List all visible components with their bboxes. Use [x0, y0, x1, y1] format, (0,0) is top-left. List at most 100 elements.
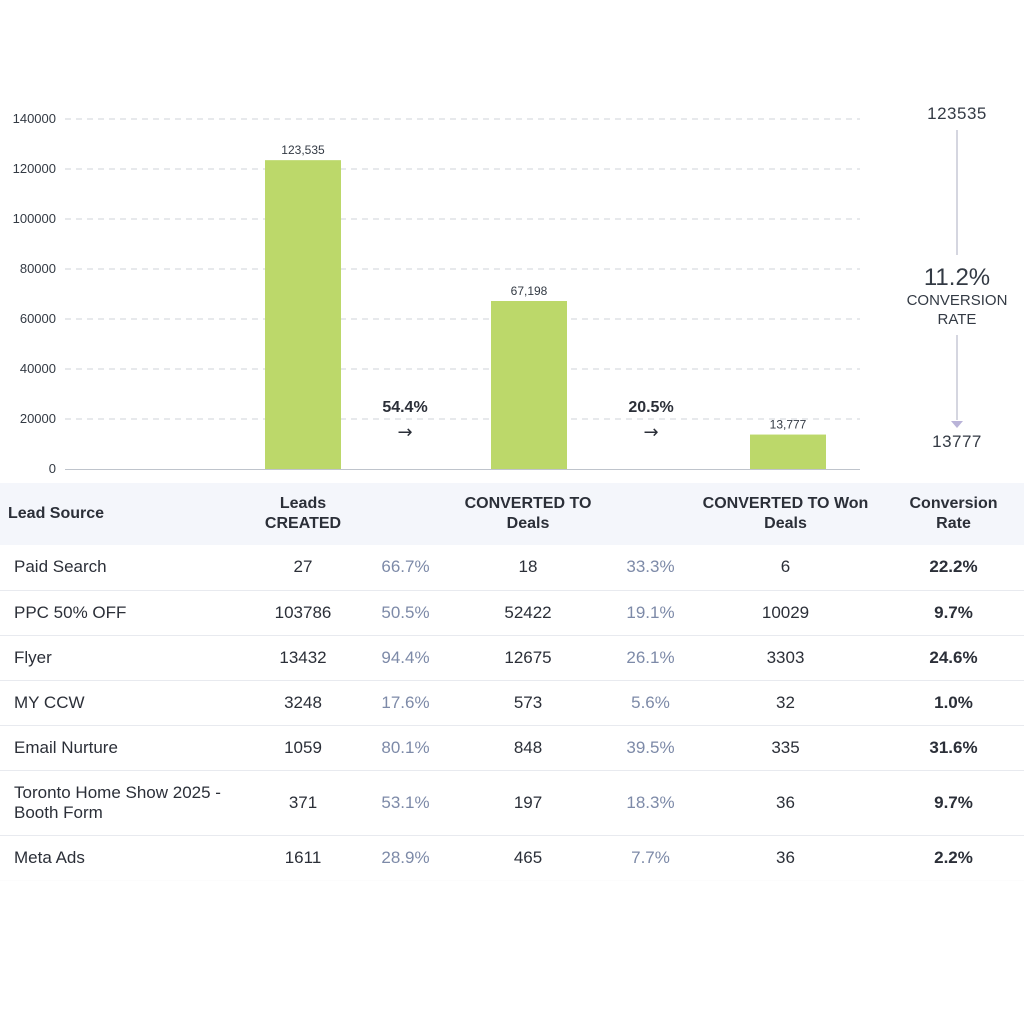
- summary-caption-line2: RATE: [938, 311, 977, 328]
- cell-lead-source[interactable]: Email Nurture: [14, 737, 118, 757]
- cell-lead-source[interactable]: Flyer: [14, 647, 52, 667]
- cell-deals[interactable]: 848: [513, 737, 543, 757]
- cell-lead-to-deal-percent: 28.9%: [381, 847, 430, 867]
- y-tick-label: 100000: [13, 211, 56, 226]
- bar-value-labels: 123,535 67,198 13,777: [281, 143, 806, 431]
- cell-lead-to-deal-percent: 80.1%: [381, 737, 430, 757]
- table-row[interactable]: Flyer 13432 94.4% 12675 26.1% 3303 24.6%: [0, 635, 1024, 680]
- grid-lines: [65, 118, 860, 420]
- header-spacer: [613, 483, 688, 545]
- table-row[interactable]: Meta Ads 1611 28.9% 465 7.7% 36 2.2%: [0, 835, 1024, 880]
- y-tick-label: 60000: [20, 311, 56, 326]
- cell-deals[interactable]: 52422: [504, 602, 552, 622]
- cell-lead-source[interactable]: Meta Ads: [14, 847, 85, 867]
- down-arrow-icon: [951, 421, 963, 428]
- y-tick-label: 40000: [20, 361, 56, 376]
- cell-won-deals[interactable]: 32: [776, 692, 795, 712]
- bar-value-label: 67,198: [511, 284, 548, 298]
- table-row[interactable]: Toronto Home Show 2025 - Booth Form 371 …: [0, 770, 1024, 835]
- cell-lead-to-deal-percent: 50.5%: [381, 602, 430, 622]
- right-arrow-icon: →: [643, 422, 658, 443]
- bar-value-label: 123,535: [281, 143, 325, 157]
- y-tick-label: 0: [49, 461, 56, 476]
- table-fade-overlay: [0, 880, 1024, 900]
- header-leads-created[interactable]: Leads CREATED: [238, 483, 368, 545]
- header-text-line: CONVERTED TO: [464, 495, 592, 512]
- cell-leads-created[interactable]: 1059: [284, 737, 322, 757]
- overall-conversion-summary: 123535 11.2% CONVERSION RATE 13777: [907, 104, 1008, 451]
- bar-2[interactable]: [491, 301, 567, 469]
- summary-start-value: 123535: [927, 104, 987, 123]
- bar-value-label: 13,777: [770, 418, 807, 432]
- y-tick-label: 120000: [13, 161, 56, 176]
- cell-won-deals[interactable]: 36: [776, 792, 795, 812]
- header-text-line: Conversion: [909, 495, 998, 512]
- table-row[interactable]: Paid Search 27 66.7% 18 33.3% 6 22.2%: [0, 545, 1024, 590]
- cell-lead-to-deal-percent: 53.1%: [381, 792, 430, 812]
- cell-lead-source[interactable]: Toronto Home Show 2025 - Booth Form: [14, 782, 221, 822]
- cell-deals[interactable]: 573: [513, 692, 543, 712]
- summary-end-value: 13777: [932, 432, 982, 451]
- cell-conversion-rate: 22.2%: [929, 557, 978, 577]
- y-axis-tick-labels: 0 20000 40000 60000 80000 100000 120000 140000: [13, 111, 56, 476]
- header-text-line: Deals: [764, 515, 807, 532]
- header-conversion-rate[interactable]: Conversion Rate: [883, 483, 1024, 545]
- cell-deal-to-won-percent: 19.1%: [626, 602, 675, 622]
- step-conversion-2: 20.5% →: [628, 399, 673, 443]
- cell-deal-to-won-percent: 5.6%: [631, 692, 670, 712]
- bars: [265, 160, 826, 469]
- step-percent-2: 20.5%: [628, 399, 673, 416]
- cell-leads-created[interactable]: 27: [293, 557, 313, 577]
- y-tick-label: 140000: [13, 111, 56, 126]
- header-converted-to-won-deals[interactable]: CONVERTED TO Won Deals: [688, 483, 883, 545]
- cell-deals[interactable]: 18: [518, 557, 538, 577]
- cell-won-deals[interactable]: 36: [776, 847, 795, 867]
- cell-deals[interactable]: 197: [513, 792, 543, 812]
- header-text-line: CONVERTED TO Won: [702, 495, 869, 512]
- cell-deal-to-won-percent: 33.3%: [626, 557, 675, 577]
- table-header-row: Lead Source Leads CREATED CONVERTED TO D…: [0, 483, 1024, 545]
- header-spacer: [368, 483, 443, 545]
- cell-deal-to-won-percent: 39.5%: [626, 737, 675, 757]
- cell-lead-source[interactable]: MY CCW: [14, 692, 85, 712]
- cell-leads-created[interactable]: 371: [288, 792, 318, 812]
- cell-lead-source[interactable]: PPC 50% OFF: [14, 602, 127, 622]
- bar-1[interactable]: [265, 160, 341, 469]
- cell-won-deals[interactable]: 6: [780, 557, 791, 577]
- step-percent-1: 54.4%: [382, 399, 427, 416]
- cell-conversion-rate: 24.6%: [929, 647, 978, 667]
- cell-leads-created[interactable]: 103786: [274, 602, 332, 622]
- table-row[interactable]: MY CCW 3248 17.6% 573 5.6% 32 1.0%: [0, 680, 1024, 725]
- header-lead-source[interactable]: Lead Source: [8, 505, 105, 522]
- table-row[interactable]: Email Nurture 1059 80.1% 848 39.5% 335 3…: [0, 725, 1024, 770]
- cell-won-deals[interactable]: 335: [771, 737, 800, 757]
- lead-source-table-container: Lead Source Leads CREATED CONVERTED TO D…: [0, 483, 1024, 898]
- cell-leads-created[interactable]: 3248: [284, 692, 322, 712]
- cell-leads-created[interactable]: 13432: [279, 647, 327, 667]
- cell-conversion-rate: 1.0%: [934, 692, 973, 712]
- header-text-line: Rate: [936, 515, 971, 532]
- cell-won-deals[interactable]: 3303: [766, 647, 805, 667]
- cell-conversion-rate: 9.7%: [934, 602, 973, 622]
- cell-conversion-rate: 2.2%: [934, 847, 973, 867]
- cell-won-deals[interactable]: 10029: [761, 602, 810, 622]
- cell-leads-created[interactable]: 1611: [284, 847, 322, 867]
- header-text-line: CREATED: [264, 515, 342, 532]
- cell-deals[interactable]: 12675: [504, 647, 552, 667]
- cell-deal-to-won-percent: 7.7%: [631, 847, 670, 867]
- cell-deal-to-won-percent: 18.3%: [626, 792, 675, 812]
- cell-deal-to-won-percent: 26.1%: [626, 647, 675, 667]
- summary-conversion-rate: 11.2%: [924, 264, 990, 291]
- header-converted-to-deals[interactable]: CONVERTED TO Deals: [443, 483, 613, 545]
- cell-lead-source[interactable]: Paid Search: [14, 557, 107, 577]
- summary-caption-line1: CONVERSION: [907, 292, 1008, 309]
- step-conversion-1: 54.4% →: [382, 399, 427, 443]
- cell-deals[interactable]: 465: [513, 847, 543, 867]
- header-text-line: Deals: [506, 515, 550, 532]
- cell-conversion-rate: 31.6%: [929, 737, 978, 757]
- funnel-bar-chart: 020000400006000080000100000120000140000 …: [13, 104, 1008, 476]
- table-row[interactable]: PPC 50% OFF 103786 50.5% 52422 19.1% 100…: [0, 590, 1024, 635]
- y-tick-label: 80000: [20, 261, 56, 276]
- lead-source-table: Lead Source Leads CREATED CONVERTED TO D…: [0, 483, 1024, 881]
- bar-3[interactable]: [750, 434, 826, 469]
